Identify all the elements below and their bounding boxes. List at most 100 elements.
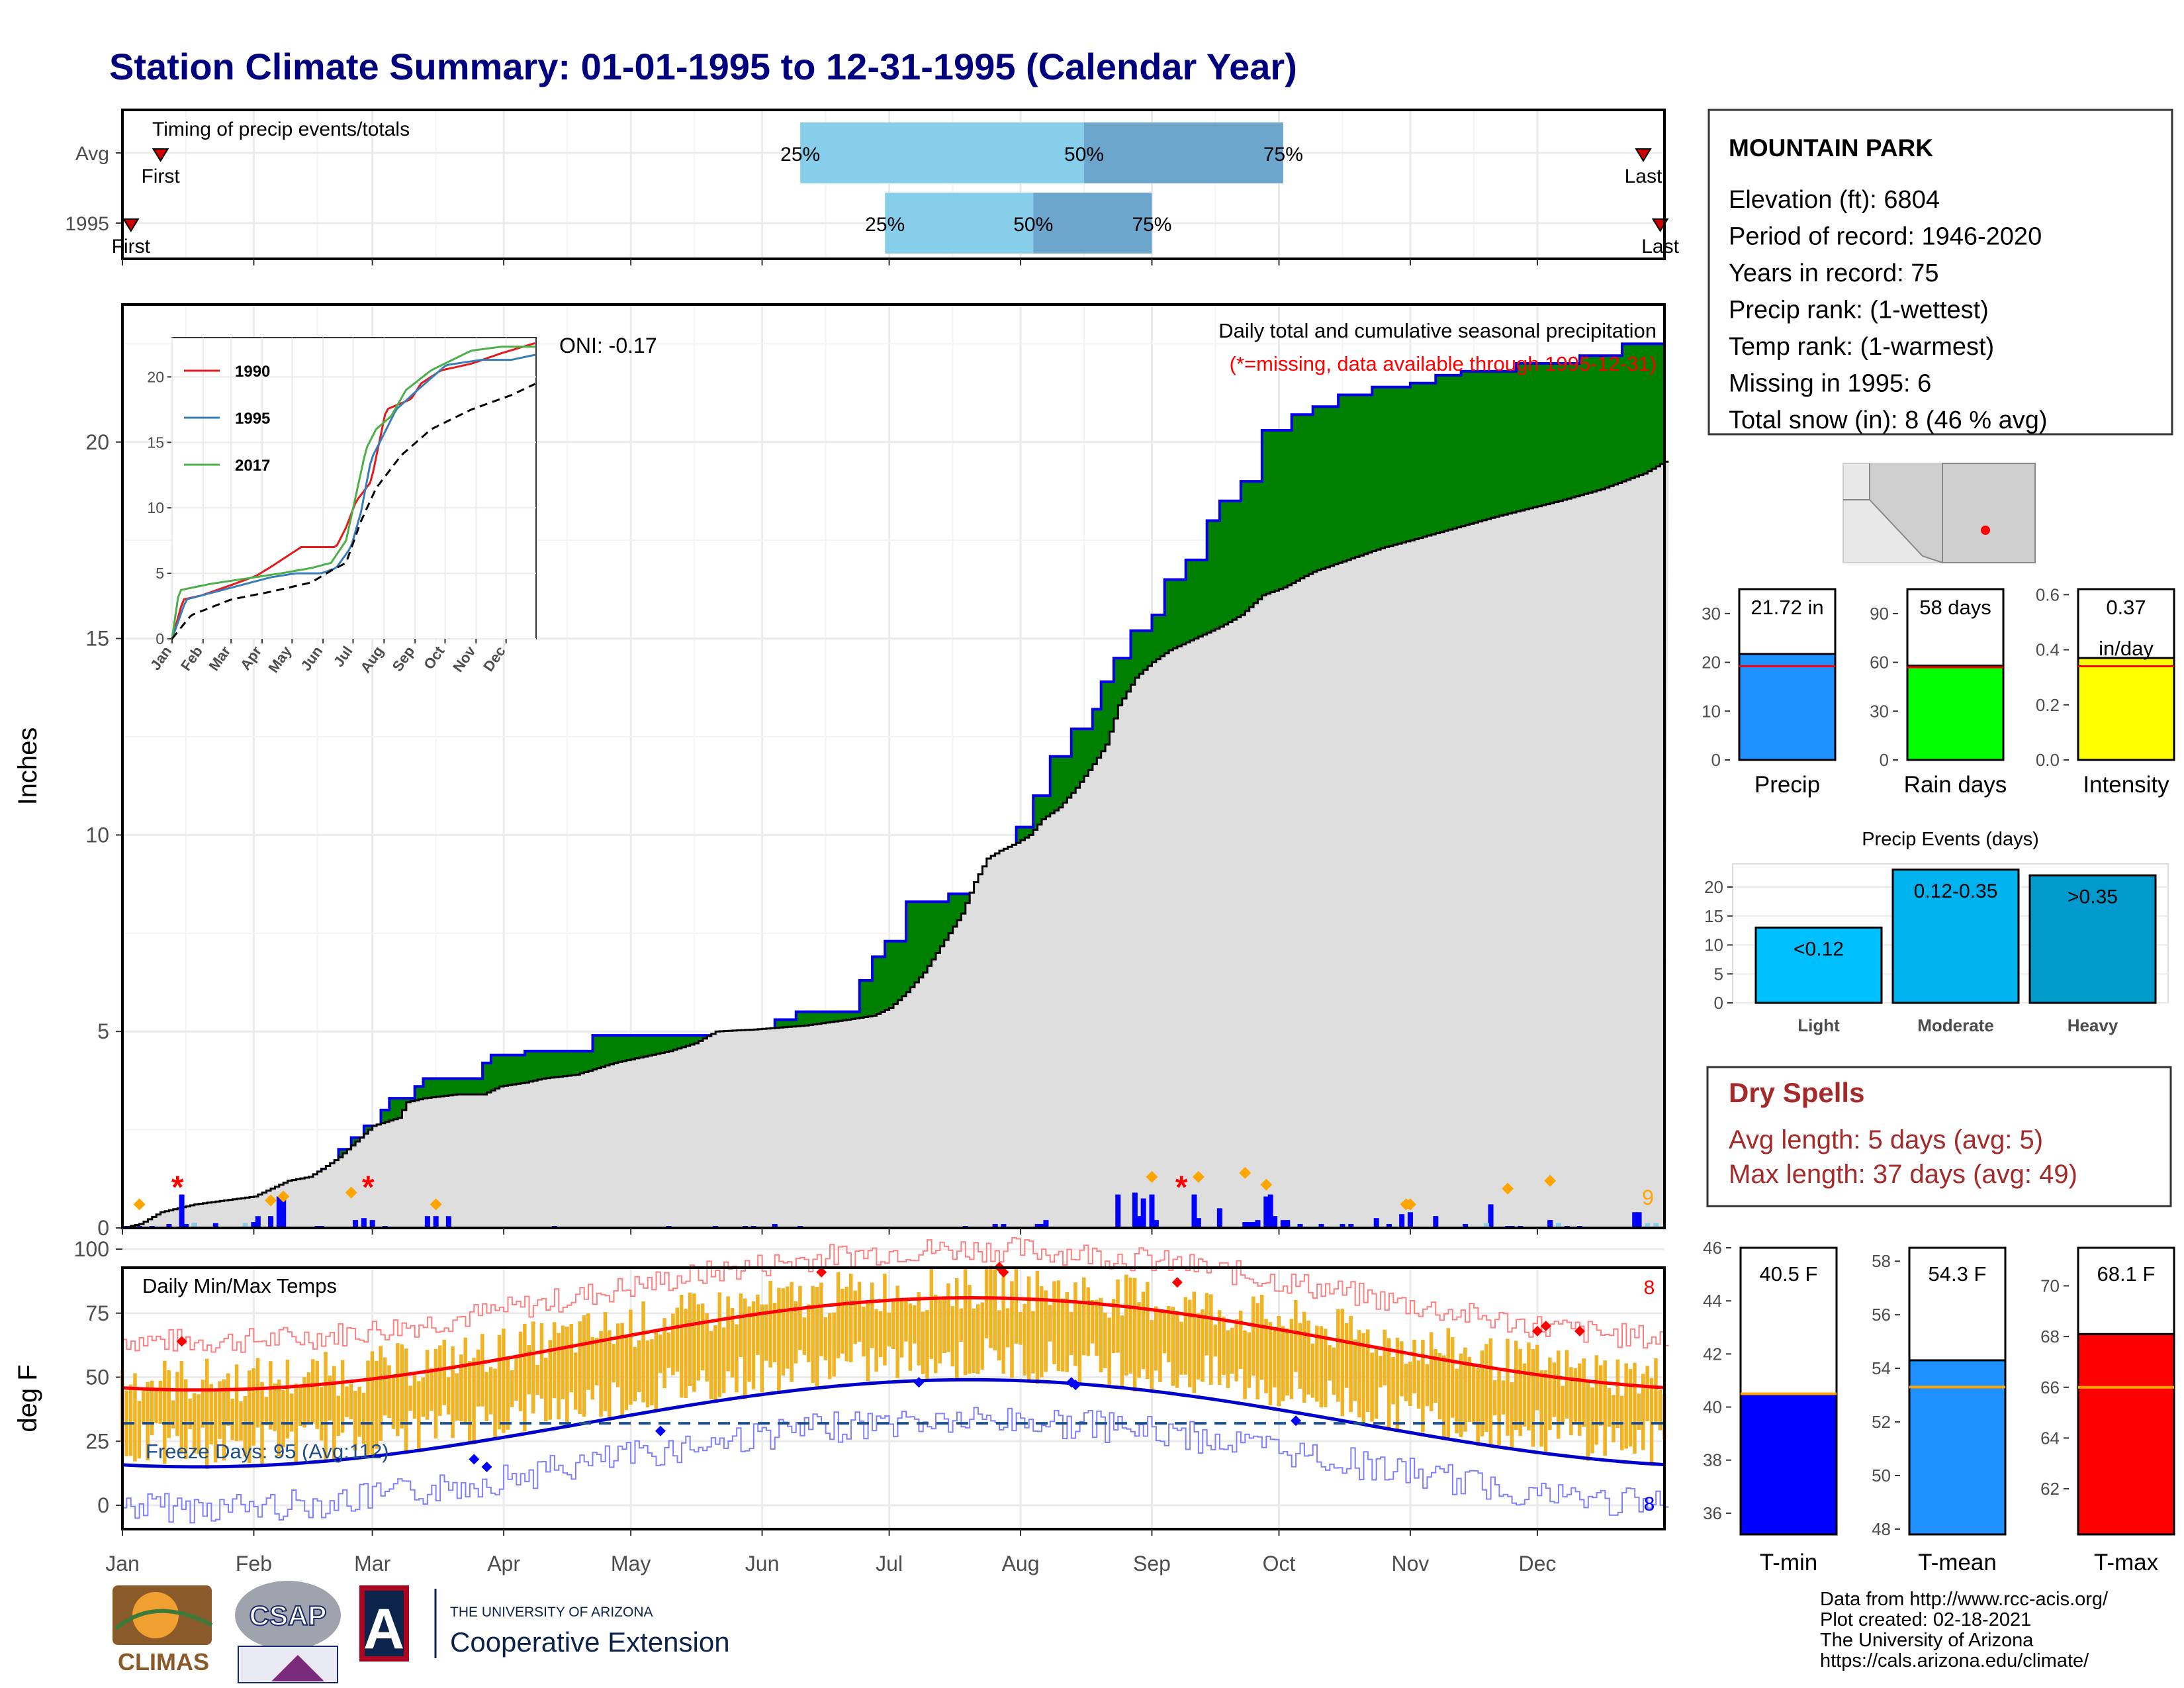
- summary-ytick-label: 0.6: [2036, 585, 2060, 604]
- daily-temp-bar: [1361, 1333, 1366, 1423]
- daily-temp-bar: [1040, 1286, 1044, 1378]
- record-high-marker: [1574, 1325, 1585, 1336]
- daily-temp-bar: [679, 1294, 684, 1398]
- daily-temp-bar: [1146, 1282, 1150, 1380]
- daily-temp-bar: [192, 1393, 197, 1454]
- daily-temp-bar: [751, 1301, 756, 1389]
- summary-bar-value: 58 days: [1919, 596, 1991, 619]
- daily-temp-bar: [1645, 1366, 1649, 1422]
- daily-temp-bar: [1086, 1287, 1090, 1356]
- daily-temp-bar: [857, 1282, 862, 1342]
- daily-temp-bar: [819, 1282, 823, 1356]
- daily-temp-bar: [315, 1360, 319, 1429]
- daily-temp-bar: [946, 1283, 950, 1352]
- station-info-line: Temp rank: (1-warmest): [1729, 333, 1994, 361]
- daily-temp-bar: [561, 1325, 565, 1399]
- temp-bar-value: 68.1 F: [2097, 1262, 2156, 1286]
- daily-temp-bar: [201, 1380, 205, 1428]
- daily-temp-bar: [1353, 1339, 1357, 1401]
- precip-event-bar: [1891, 868, 2020, 1004]
- daily-temp-bar: [451, 1346, 455, 1438]
- daily-temp-bar: [1455, 1368, 1459, 1434]
- precip-heading: Daily total and cumulative seasonal prec…: [1218, 319, 1657, 342]
- daily-temp-bar: [332, 1366, 336, 1460]
- temp-bar-ytick: 64: [2040, 1428, 2060, 1448]
- daily-precip-bar: [1136, 1216, 1142, 1228]
- page-title: Station Climate Summary: 01-01-1995 to 1…: [109, 46, 1297, 87]
- daily-temp-bar: [1582, 1358, 1586, 1427]
- daily-temp-bar: [815, 1286, 819, 1390]
- daily-temp-bar: [1501, 1380, 1506, 1415]
- daily-temp-bar: [1099, 1297, 1103, 1373]
- event-marker: [133, 1198, 146, 1211]
- daily-temp-bar: [1425, 1364, 1430, 1407]
- daily-temp-bar: [1217, 1310, 1222, 1385]
- temp-bar-ytick: 44: [1703, 1291, 1722, 1311]
- station-info-line: Missing in 1995: 6: [1729, 370, 1931, 398]
- daily-temp-bar: [493, 1368, 497, 1438]
- daily-temp-bar: [1344, 1323, 1349, 1388]
- daily-temp-bar: [629, 1309, 633, 1405]
- summary-ytick-label: 0: [1880, 750, 1889, 770]
- daily-temp-bar: [709, 1331, 713, 1399]
- daily-temp-bar: [1294, 1300, 1298, 1372]
- climas-logo-text: CLIMAS: [118, 1648, 209, 1675]
- daily-temp-bar: [171, 1400, 175, 1429]
- daily-temp-bar: [1268, 1322, 1273, 1405]
- daily-temp-bar: [827, 1313, 832, 1380]
- daily-temp-bar: [1019, 1311, 1023, 1345]
- summary-ytick-label: 60: [1870, 653, 1889, 673]
- daily-temp-bar: [1535, 1344, 1539, 1411]
- snow-bar: [242, 1223, 248, 1228]
- daily-temp-bar: [328, 1376, 332, 1421]
- month-tick-label: May: [611, 1552, 651, 1575]
- temp-bar-ytick: 62: [2040, 1479, 2060, 1499]
- daily-temp-bar: [1506, 1338, 1510, 1436]
- daily-temp-bar: [1586, 1382, 1590, 1461]
- daily-temp-bar: [578, 1321, 582, 1415]
- daily-temp-bar: [1446, 1328, 1451, 1440]
- daily-temp-bar: [768, 1281, 772, 1368]
- daily-temp-bar: [1548, 1357, 1552, 1430]
- daily-temp-bar: [1183, 1297, 1188, 1375]
- daily-precip-bar: [1034, 1224, 1040, 1228]
- timing-p50-label: 50%: [1013, 214, 1053, 236]
- daily-temp-bar: [281, 1390, 285, 1448]
- precip-events-ytick: 15: [1704, 906, 1723, 926]
- snow-bar: [191, 1223, 197, 1228]
- daily-temp-bar: [412, 1375, 417, 1419]
- daily-temp-bar: [404, 1348, 408, 1454]
- daily-temp-bar: [248, 1370, 251, 1464]
- daily-temp-bar: [913, 1305, 917, 1344]
- daily-temp-bar: [1510, 1382, 1514, 1449]
- daily-temp-bar: [823, 1317, 828, 1360]
- daily-temp-bar: [150, 1380, 154, 1436]
- temp-bar-ytick: 68: [2040, 1327, 2060, 1346]
- daily-temp-bar: [658, 1335, 662, 1374]
- daily-temp-bar: [866, 1303, 870, 1382]
- event-marker: [1404, 1198, 1416, 1211]
- daily-precip-bar: [1433, 1216, 1439, 1228]
- daily-temp-bar: [1048, 1305, 1052, 1342]
- daily-temp-bar: [645, 1340, 650, 1408]
- precip-event-label: Light: [1797, 1015, 1840, 1035]
- ua-logo-inner: [365, 1591, 404, 1656]
- daily-temp-bar: [349, 1383, 353, 1420]
- daily-precip-bar: [1255, 1220, 1261, 1228]
- temp-bar-ytick: 52: [1872, 1412, 1891, 1432]
- daily-temp-bar: [1590, 1387, 1594, 1454]
- daily-temp-bar: [1095, 1299, 1099, 1356]
- daily-temp-bar: [476, 1349, 480, 1407]
- daily-temp-bar: [488, 1367, 493, 1415]
- daily-temp-bar: [624, 1336, 629, 1411]
- daily-temp-bar: [442, 1339, 446, 1405]
- inset-ytick-label: 20: [147, 368, 164, 385]
- precip-events-ytick: 20: [1704, 877, 1723, 897]
- avg-max-temp-line: [122, 1295, 1665, 1392]
- record-high-marker: [176, 1336, 187, 1347]
- daily-temp-bar: [387, 1365, 391, 1419]
- daily-temp-bar: [599, 1331, 603, 1417]
- daily-temp-bar: [942, 1297, 946, 1354]
- precip-event-label: Moderate: [1917, 1015, 1994, 1035]
- temp-bar-ytick: 38: [1703, 1450, 1722, 1470]
